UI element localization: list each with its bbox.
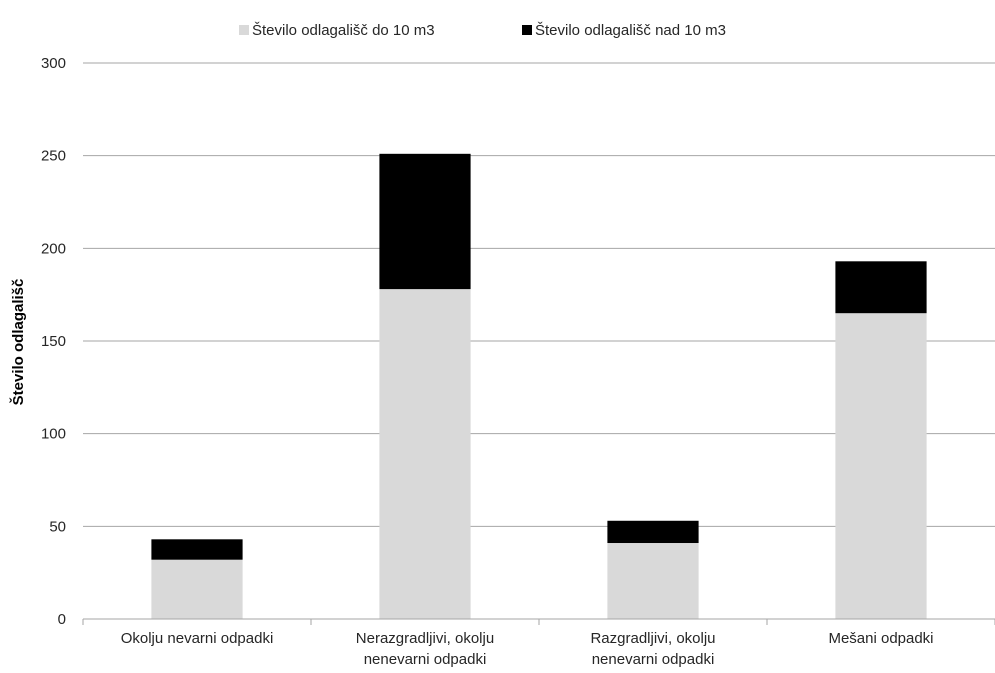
y-tick-label-150: 150 xyxy=(41,333,66,350)
y-tick-label-0: 0 xyxy=(58,611,66,628)
bar-do-10m3-cat-4 xyxy=(835,313,927,619)
legend-label-do-10m3: Število odlagališč do 10 m3 xyxy=(252,22,435,39)
bars xyxy=(151,153,927,619)
bar-do-10m3-cat-1 xyxy=(151,559,243,619)
bar-nad-10m3-cat-2 xyxy=(379,153,471,290)
y-tick-label-100: 100 xyxy=(41,426,66,443)
bar-nad-10m3-cat-3 xyxy=(607,520,699,544)
y-tick-label-200: 200 xyxy=(41,240,66,257)
x-category-label-2: Nerazgradljivi, okolju nenevarni odpadki xyxy=(356,630,494,668)
x-category-label-4: Mešani odpadki xyxy=(828,630,933,647)
y-tick-label-300: 300 xyxy=(41,55,66,72)
bar-do-10m3-cat-3 xyxy=(607,543,699,619)
x-axis-category-labels: Okolju nevarni odpadki Nerazgradljivi, ok… xyxy=(121,630,934,668)
legend-label-nad-10m3: Število odlagališč nad 10 m3 xyxy=(535,22,726,39)
bar-nad-10m3-cat-1 xyxy=(151,539,243,560)
y-tick-label-50: 50 xyxy=(49,518,66,535)
legend-swatch-do-10m3 xyxy=(239,25,249,35)
bar-nad-10m3-cat-4 xyxy=(835,261,927,314)
y-tick-label-250: 250 xyxy=(41,148,66,165)
legend: Število odlagališč do 10 m3 Število odla… xyxy=(239,22,726,39)
legend-swatch-nad-10m3 xyxy=(522,25,532,35)
x-axis-ticks xyxy=(82,619,995,625)
x-category-label-3: Razgradljivi, okolju nenevarni odpadki xyxy=(590,630,715,668)
x-category-label-1: Okolju nevarni odpadki xyxy=(121,630,274,647)
bar-do-10m3-cat-2 xyxy=(379,289,471,619)
y-axis-tick-labels: 0 50 100 150 200 250 300 xyxy=(41,55,66,628)
y-axis-title: Število odlagališč xyxy=(9,279,27,406)
